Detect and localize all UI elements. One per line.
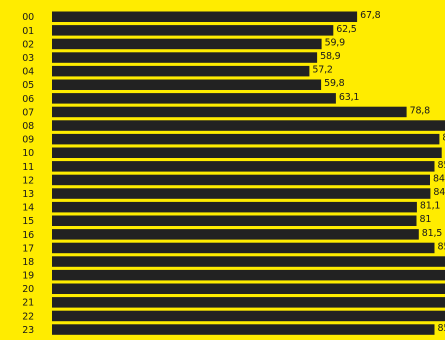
category-label-06: 06	[22, 94, 34, 105]
category-label-05: 05	[22, 80, 34, 91]
value-label-13: 84,1	[433, 187, 445, 198]
bar-14	[52, 201, 417, 213]
value-label-00: 67,8	[360, 10, 381, 21]
category-label-11: 11	[22, 162, 34, 173]
bars-group	[52, 11, 445, 335]
value-label-04: 57,2	[312, 65, 333, 76]
bar-18	[52, 256, 445, 267]
category-label-16: 16	[22, 230, 34, 241]
bar-22	[52, 310, 445, 322]
category-label-12: 12	[22, 175, 34, 186]
bar-06	[52, 93, 336, 104]
bar-02	[52, 38, 322, 50]
value-label-12: 84	[433, 173, 445, 184]
category-label-19: 19	[22, 271, 34, 282]
category-label-03: 03	[22, 53, 34, 64]
bar-03	[52, 52, 318, 63]
category-label-08: 08	[22, 121, 34, 132]
category-label-22: 22	[22, 311, 34, 322]
category-label-20: 20	[22, 284, 34, 295]
category-label-10: 10	[22, 148, 34, 159]
bar-15	[52, 215, 417, 226]
bar-09	[52, 133, 440, 145]
value-label-07: 78,8	[410, 105, 431, 116]
category-labels-group: 00 01 02 03 04 05 06 07 08 09 10 11 12 13 14 15 16 17 18 19…	[22, 12, 34, 336]
value-label-02: 59,9	[325, 37, 346, 48]
category-label-13: 13	[22, 189, 34, 200]
bar-05	[52, 79, 322, 90]
bar-23	[52, 324, 435, 335]
bar-20	[52, 283, 445, 294]
value-label-16: 81,5	[422, 228, 443, 239]
value-label-23: 85	[438, 323, 445, 334]
category-label-14: 14	[22, 203, 34, 214]
value-label-03: 58,9	[320, 51, 341, 62]
category-label-09: 09	[22, 135, 34, 146]
bar-11	[52, 161, 435, 172]
category-label-00: 00	[22, 12, 34, 23]
value-label-06: 63,1	[339, 92, 360, 103]
value-label-14: 81,1	[420, 201, 441, 212]
bar-16	[52, 229, 419, 240]
value-label-17: 85	[438, 241, 445, 252]
category-label-01: 01	[22, 26, 34, 37]
value-label-05: 59,8	[324, 78, 345, 89]
bar-21	[52, 297, 445, 308]
value-label-15: 81	[420, 214, 432, 225]
bar-07	[52, 106, 407, 118]
bar-13	[52, 188, 431, 199]
bar-17	[52, 242, 435, 254]
bar-01	[52, 25, 334, 36]
bar-00	[52, 11, 358, 22]
category-label-23: 23	[22, 325, 34, 336]
category-label-02: 02	[22, 39, 34, 50]
category-label-21: 21	[22, 298, 34, 309]
bar-19	[52, 269, 445, 281]
value-label-11: 85	[438, 160, 445, 171]
value-labels-group: 67,862,559,958,957,259,863,178,888,286,1…	[312, 10, 445, 334]
bar-08	[52, 120, 445, 131]
category-label-15: 15	[22, 216, 34, 227]
category-label-18: 18	[22, 257, 34, 268]
bar-10	[52, 147, 442, 158]
category-label-07: 07	[22, 107, 34, 118]
category-label-17: 17	[22, 243, 34, 254]
value-label-09: 86,1	[442, 133, 445, 144]
value-label-01: 62,5	[336, 24, 357, 35]
category-label-04: 04	[22, 67, 34, 78]
bar-12	[52, 174, 430, 186]
bar-04	[52, 65, 310, 77]
